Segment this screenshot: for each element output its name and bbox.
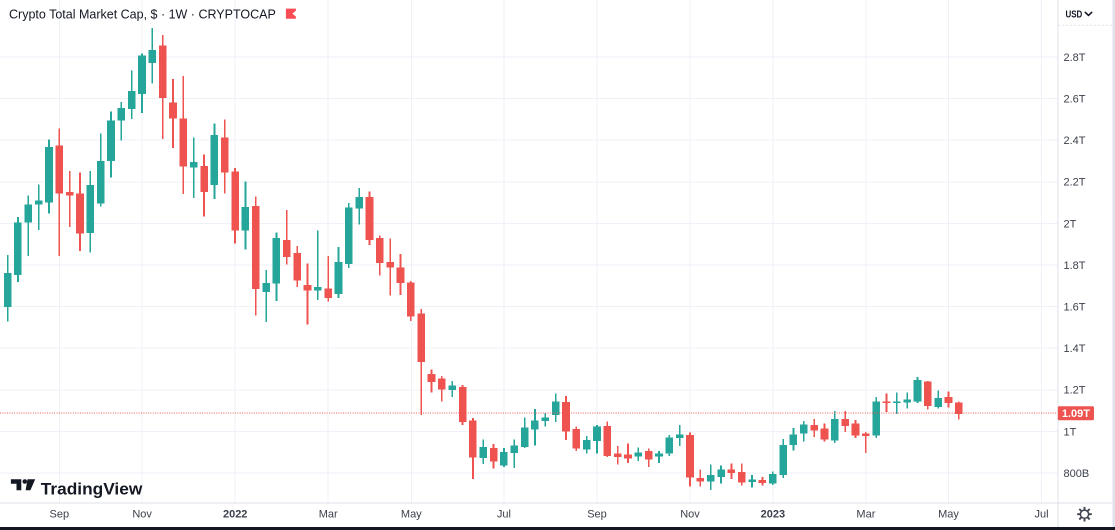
svg-text:1.4T: 1.4T xyxy=(1064,343,1086,355)
svg-text:May: May xyxy=(938,509,959,521)
svg-text:Crypto Total Market Cap, $ · 1: Crypto Total Market Cap, $ · 1W · CRYPTO… xyxy=(9,6,276,21)
svg-text:USD: USD xyxy=(1066,8,1083,20)
svg-text:May: May xyxy=(401,509,422,521)
svg-text:800B: 800B xyxy=(1064,468,1090,480)
svg-text:Nov: Nov xyxy=(680,509,700,521)
svg-text:1.8T: 1.8T xyxy=(1064,260,1086,272)
svg-text:1.09T: 1.09T xyxy=(1062,408,1090,420)
svg-text:2.6T: 2.6T xyxy=(1064,94,1086,106)
svg-text:2T: 2T xyxy=(1064,218,1077,230)
svg-text:2.8T: 2.8T xyxy=(1064,52,1086,64)
svg-text:1T: 1T xyxy=(1064,426,1077,438)
svg-text:Nov: Nov xyxy=(132,509,152,521)
svg-text:1.6T: 1.6T xyxy=(1064,302,1086,314)
svg-text:Mar: Mar xyxy=(856,509,875,521)
svg-text:Mar: Mar xyxy=(319,509,338,521)
svg-text:Jul: Jul xyxy=(1034,509,1048,521)
svg-text:1.2T: 1.2T xyxy=(1064,385,1086,397)
svg-text:Sep: Sep xyxy=(587,509,607,521)
svg-text:Jul: Jul xyxy=(497,509,511,521)
svg-text:TradingView: TradingView xyxy=(41,479,143,498)
svg-text:2022: 2022 xyxy=(223,509,247,521)
svg-text:2.2T: 2.2T xyxy=(1064,177,1086,189)
svg-text:2.4T: 2.4T xyxy=(1064,135,1086,147)
svg-text:Sep: Sep xyxy=(50,509,70,521)
svg-text:2023: 2023 xyxy=(761,509,785,521)
